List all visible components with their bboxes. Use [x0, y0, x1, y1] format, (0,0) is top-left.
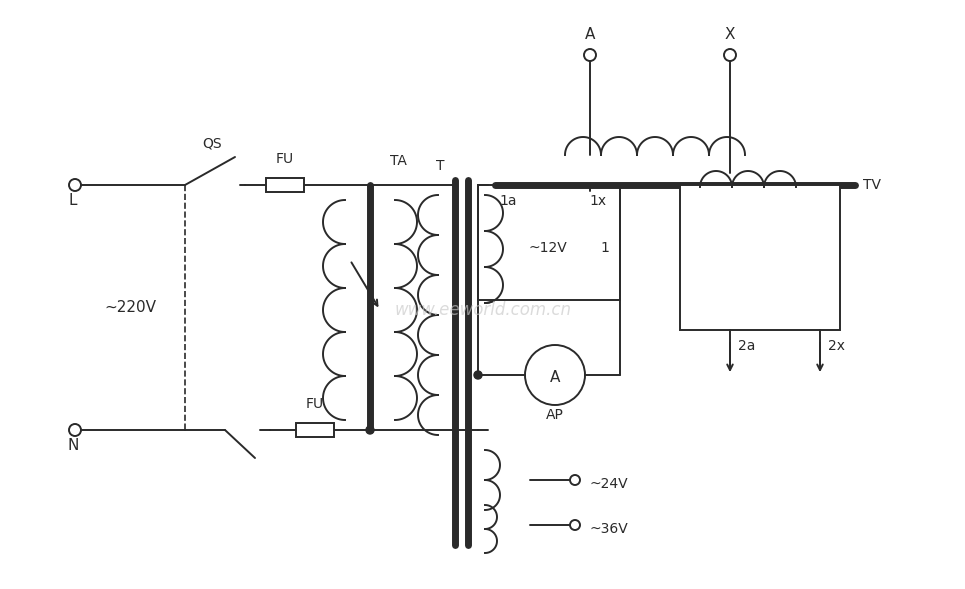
Text: AP: AP: [546, 408, 564, 422]
Text: N: N: [68, 438, 79, 453]
Text: www.eeworld.com.cn: www.eeworld.com.cn: [395, 301, 571, 319]
Text: 1: 1: [600, 241, 610, 255]
Text: QS: QS: [203, 136, 222, 150]
Text: ~220V: ~220V: [104, 299, 156, 315]
Text: TV: TV: [863, 178, 881, 192]
Text: 1a: 1a: [499, 194, 516, 208]
Bar: [680, 185, 840, 330]
Bar: [266, 178, 304, 192]
Text: T: T: [436, 159, 444, 173]
Text: L: L: [69, 193, 77, 208]
Text: 2a: 2a: [738, 339, 756, 353]
Bar: [478, 185, 620, 300]
Text: FU: FU: [306, 397, 324, 411]
Text: A: A: [550, 369, 561, 385]
Text: 2x: 2x: [828, 339, 845, 353]
Text: TA: TA: [390, 154, 407, 168]
Text: 1x: 1x: [590, 194, 607, 208]
Text: ~24V: ~24V: [590, 477, 628, 491]
Circle shape: [474, 371, 482, 379]
Text: X: X: [725, 27, 735, 42]
Circle shape: [366, 426, 374, 434]
Text: A: A: [585, 27, 595, 42]
Text: FU: FU: [276, 152, 294, 166]
Text: ~12V: ~12V: [529, 241, 567, 255]
Text: ~36V: ~36V: [590, 522, 629, 536]
Bar: [296, 423, 334, 437]
